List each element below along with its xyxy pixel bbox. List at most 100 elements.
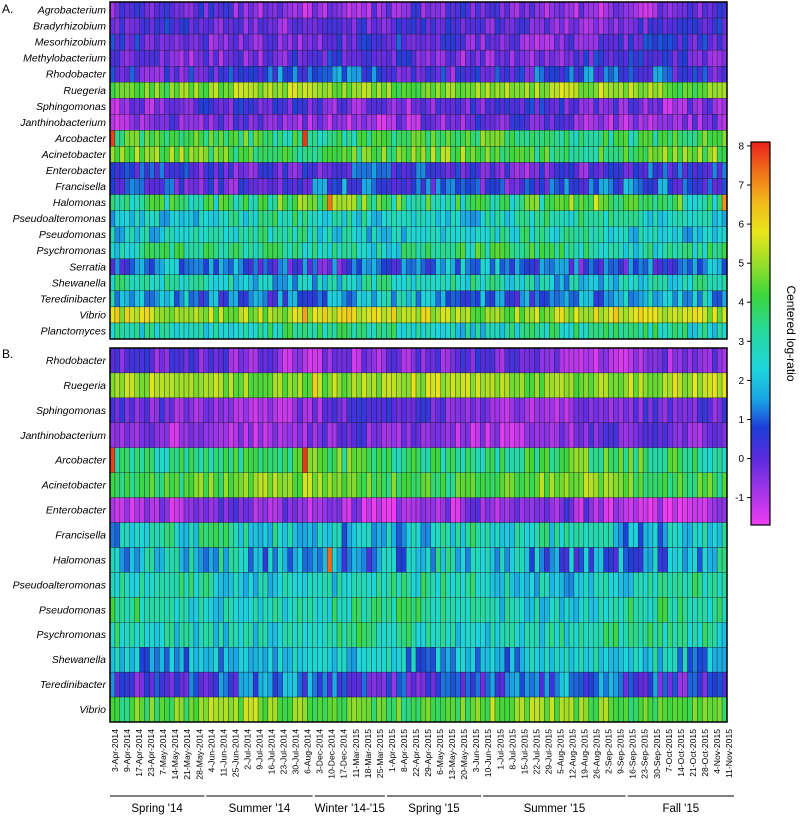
heatmap-cell <box>460 258 466 275</box>
heatmap-cell <box>243 17 249 35</box>
heatmap-cell <box>420 397 427 423</box>
heatmap-cell <box>341 597 348 623</box>
heatmap-cell <box>331 242 338 259</box>
heatmap-cell <box>277 306 283 324</box>
heatmap-cell <box>410 130 417 147</box>
heatmap-cell <box>430 472 436 498</box>
heatmap-cell <box>169 597 175 623</box>
heatmap-cell <box>623 547 629 573</box>
heatmap-cell <box>134 622 140 648</box>
heatmap-cell <box>573 17 580 35</box>
heatmap-cell <box>529 290 535 308</box>
heatmap-cell <box>159 422 165 448</box>
heatmap-cell <box>366 372 372 399</box>
heatmap-cell <box>633 522 639 548</box>
heatmap-cell <box>509 210 515 227</box>
heatmap-cell <box>667 114 673 131</box>
heatmap-cell <box>356 447 362 473</box>
heatmap-cell <box>593 372 599 399</box>
heatmap-cell <box>672 306 678 324</box>
heatmap-cell <box>549 17 555 35</box>
heatmap-cell <box>292 647 298 673</box>
heatmap-cell <box>198 522 204 548</box>
heatmap-cell <box>450 114 456 131</box>
heatmap-cell <box>307 49 313 67</box>
heatmap-cell <box>124 372 130 399</box>
heatmap-cell <box>563 226 570 243</box>
heatmap-cell <box>637 696 644 723</box>
heatmap-cell <box>682 597 688 623</box>
heatmap-cell <box>267 347 274 374</box>
heatmap-cell <box>484 33 491 51</box>
heatmap-cell <box>307 178 313 195</box>
heatmap-cell <box>460 572 466 598</box>
heatmap-cell <box>642 572 649 598</box>
heatmap-cell <box>248 397 254 423</box>
heatmap-cell <box>213 1 219 19</box>
heatmap-cell <box>608 497 614 523</box>
heatmap-cell <box>544 671 550 698</box>
heatmap-cell <box>114 547 121 573</box>
heatmap-cell <box>662 178 668 195</box>
heatmap-cell <box>573 210 580 227</box>
heatmap-cell <box>139 274 145 292</box>
heatmap-cell <box>662 622 668 648</box>
heatmap-cell <box>327 242 333 259</box>
heatmap-cell <box>331 572 338 598</box>
heatmap-cell <box>223 290 229 308</box>
heatmap-cell <box>223 210 229 227</box>
heatmap-cell <box>391 290 397 308</box>
heatmap-cell <box>647 290 654 308</box>
heatmap-cell <box>524 290 530 308</box>
heatmap-cell <box>687 696 693 723</box>
heatmap-cell <box>563 622 570 648</box>
heatmap-cell <box>164 397 170 423</box>
heatmap-cell <box>534 290 540 308</box>
heatmap-cell <box>618 114 624 131</box>
heatmap-cell <box>139 33 145 51</box>
heatmap-cell <box>346 226 353 243</box>
heatmap-cell <box>149 306 155 324</box>
heatmap-cell <box>164 210 170 227</box>
heatmap-cell <box>208 258 214 275</box>
heatmap-cell <box>509 1 515 19</box>
heatmap-cell <box>173 33 180 51</box>
date-tick-label: 2-Sep-2015 <box>604 729 614 774</box>
heatmap-cell <box>504 397 510 423</box>
heatmap-cell <box>425 162 432 179</box>
heatmap-cell <box>292 178 298 195</box>
heatmap-cell <box>173 146 180 163</box>
heatmap-cell <box>322 522 328 548</box>
heatmap-cell <box>470 447 476 473</box>
heatmap-cell <box>257 146 264 163</box>
heatmap-cell <box>430 210 436 227</box>
heatmap-cell <box>618 472 624 498</box>
heatmap-cell <box>267 98 274 115</box>
heatmap-cell <box>652 306 659 324</box>
heatmap-cell <box>697 472 703 498</box>
heatmap-cell <box>608 671 614 698</box>
heatmap-cell <box>628 572 634 598</box>
heatmap-cell <box>277 447 283 473</box>
heatmap-cell <box>539 572 545 598</box>
heatmap-cell <box>415 671 422 698</box>
heatmap-cell <box>331 597 338 623</box>
heatmap-cell <box>677 114 683 131</box>
heatmap-cell <box>252 178 259 195</box>
heatmap-cell <box>322 290 328 308</box>
heatmap-cell <box>415 178 422 195</box>
heatmap-cell <box>435 647 441 673</box>
heatmap-cell <box>213 647 219 673</box>
heatmap-cell <box>524 306 530 324</box>
heatmap-cell <box>667 33 673 51</box>
heatmap-cell <box>494 322 501 340</box>
heatmap-cell <box>238 522 244 548</box>
heatmap-cell <box>440 290 446 308</box>
heatmap-cell <box>583 242 589 259</box>
date-tick-label: 22-Apr-2015 <box>411 729 421 777</box>
heatmap-cell <box>386 258 392 275</box>
heatmap-cell <box>257 1 264 19</box>
heatmap-cell <box>376 422 382 448</box>
heatmap-cell <box>228 17 234 35</box>
row-label: Janthinobacterium <box>19 117 106 129</box>
